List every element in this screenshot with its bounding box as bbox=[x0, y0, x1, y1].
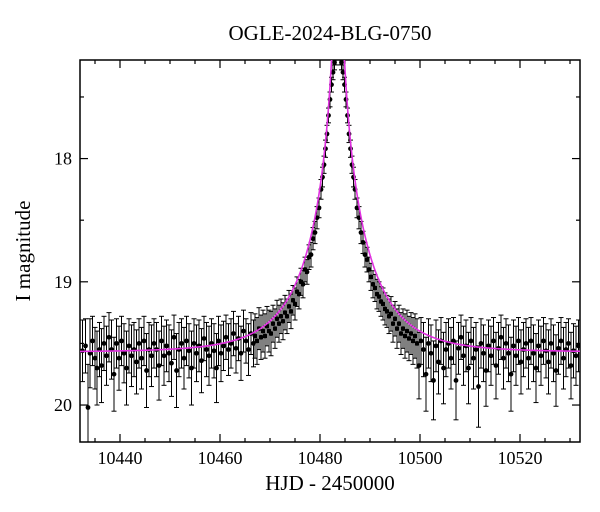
svg-text:10460: 10460 bbox=[198, 448, 243, 468]
chart-title: OGLE-2024-BLG-0750 bbox=[229, 21, 432, 45]
errorbar-series bbox=[80, 50, 581, 450]
x-tick-labels: 10440 10460 10480 10500 10520 bbox=[98, 448, 543, 468]
svg-text:18: 18 bbox=[54, 149, 72, 169]
svg-text:19: 19 bbox=[54, 272, 72, 292]
model-curve bbox=[80, 0, 580, 351]
plot-area bbox=[80, 0, 581, 451]
svg-text:20: 20 bbox=[54, 395, 72, 415]
y-axis-label: I magnitude bbox=[11, 201, 35, 302]
x-ticks bbox=[95, 60, 570, 442]
svg-text:10440: 10440 bbox=[98, 448, 143, 468]
svg-text:10520: 10520 bbox=[498, 448, 543, 468]
svg-text:10480: 10480 bbox=[298, 448, 343, 468]
svg-text:10500: 10500 bbox=[398, 448, 443, 468]
lightcurve-chart: OGLE-2024-BLG-0750 104401046010480105001… bbox=[0, 0, 600, 512]
x-axis-label: HJD - 2450000 bbox=[265, 471, 395, 495]
y-tick-labels: 18 19 20 bbox=[54, 149, 72, 415]
